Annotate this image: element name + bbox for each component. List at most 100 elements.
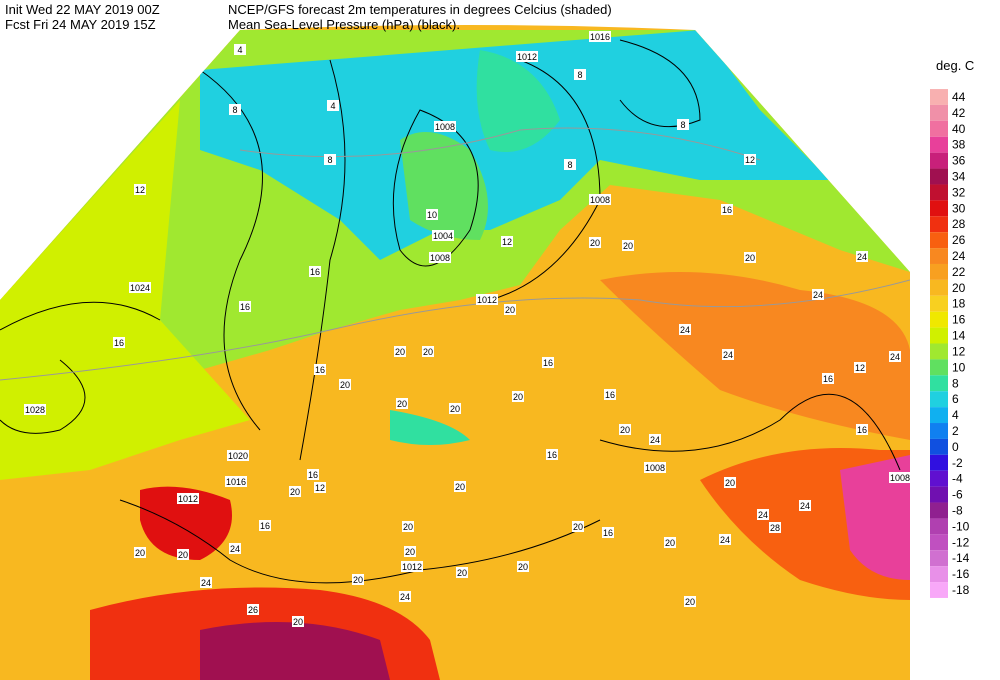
legend-swatch [930,582,948,598]
isotherm-label-bg [719,534,731,545]
isotherm-label-bg [324,154,336,165]
legend-tick-label: -2 [952,456,963,470]
legend-tick-label: 0 [952,440,959,454]
legend-swatch [930,486,948,503]
isotherm-label: 26 [248,605,258,615]
legend-swatch [930,279,948,296]
isotherm-label-bg [769,522,781,533]
isotherm-label-bg [542,357,554,368]
isotherm-label-bg [822,373,834,384]
title-line-2: Mean Sea-Level Pressure (hPa) (black). [228,17,460,32]
isobar-label-bg [129,282,151,293]
isotherm-label-bg [234,44,246,55]
isobar-label-bg [589,31,611,42]
isobar-label-bg [889,472,911,483]
legend-swatch [930,152,948,169]
legend-swatch [930,263,948,280]
isotherm-label-bg [619,424,631,435]
isotherm-label: 20 [403,522,413,532]
isotherm-label: 24 [800,501,810,511]
legend-swatch [930,343,948,360]
isotherm-label-bg [402,521,414,532]
isotherm-label-bg [744,252,756,263]
isotherm-label-bg [757,509,769,520]
legend-swatch [930,200,948,217]
legend-tick-label: 36 [952,154,966,168]
isotherm-label-bg [722,349,734,360]
isotherm-label: 20 [518,562,528,572]
legend-tick-label: 12 [952,344,966,358]
isotherm-label: 20 [725,478,735,488]
legend-tick-label: 26 [952,233,966,247]
legend-swatch [930,375,948,392]
isotherm-label-bg [396,398,408,409]
isotherm-label: 20 [395,347,405,357]
legend-tick-label: -6 [952,488,963,502]
legend-swatch [930,248,948,264]
isobar-label: 1012 [178,494,198,504]
isotherm-label-bg [622,240,634,251]
isotherm-label: 16 [722,205,732,215]
isobar-label-bg [434,121,456,132]
isotherm-label: 20 [405,547,415,557]
legend-swatch [930,216,948,233]
isotherm-label: 20 [685,597,695,607]
isotherm-label: 20 [178,550,188,560]
isotherm-label: 20 [620,425,630,435]
isotherm-label: 16 [823,374,833,384]
isotherm-label-bg [239,301,251,312]
isobar-label: 1028 [25,405,45,415]
legend-swatch [930,359,948,376]
isobar-label: 1008 [645,463,665,473]
isotherm-label-bg [649,434,661,445]
forecast-time: Fcst Fri 24 MAY 2019 15Z [5,17,156,32]
isobar-label: 1008 [435,122,455,132]
isotherm-label: 20 [340,380,350,390]
legend-swatch [930,423,948,439]
isobar-label-bg [589,194,611,205]
isotherm-label: 24 [680,325,690,335]
isotherm-label: 8 [232,105,237,115]
legend-swatch [930,438,948,455]
isotherm-label-bg [679,324,691,335]
isotherm-label-bg [799,500,811,511]
legend-tick-label: -18 [952,583,970,597]
legend-tick-label: 20 [952,281,966,295]
isotherm-label-bg [422,346,434,357]
legend-swatch [930,136,948,153]
isotherm-label-bg [604,389,616,400]
isotherm-label: 20 [665,538,675,548]
isotherm-label-bg [564,159,576,170]
isotherm-label-bg [314,364,326,375]
isobar-label-bg [476,294,498,305]
isotherm-label-bg [399,591,411,602]
legend-swatch [930,566,948,583]
isotherm-label: 20 [745,253,755,263]
legend-tick-label: 18 [952,297,966,311]
isotherm-label: 28 [770,523,780,533]
isotherm-label-bg [292,616,304,627]
legend-swatch [930,120,948,137]
isotherm-label-bg [339,379,351,390]
isotherm-label-bg [574,69,586,80]
isotherm-label: 24 [813,290,823,300]
legend-tick-label: 22 [952,265,966,279]
isotherm-label-bg [404,546,416,557]
legend-tick-label: -14 [952,551,970,565]
isotherm-label-bg [856,424,868,435]
legend-swatch [930,168,948,185]
isobar-label: 1020 [228,451,248,461]
legend-tick-label: 6 [952,392,959,406]
isotherm-label: 8 [680,120,685,130]
legend-swatch [930,327,948,344]
legend-tick-label: 8 [952,376,959,390]
legend-swatch [930,534,948,551]
isobar-label-bg [177,493,199,504]
isotherm-label-bg [664,537,676,548]
isotherm-label: 20 [573,522,583,532]
isotherm-label: 12 [855,363,865,373]
isotherm-label-bg [454,481,466,492]
isotherm-label-bg [247,604,259,615]
legend-tick-label: 30 [952,201,966,215]
